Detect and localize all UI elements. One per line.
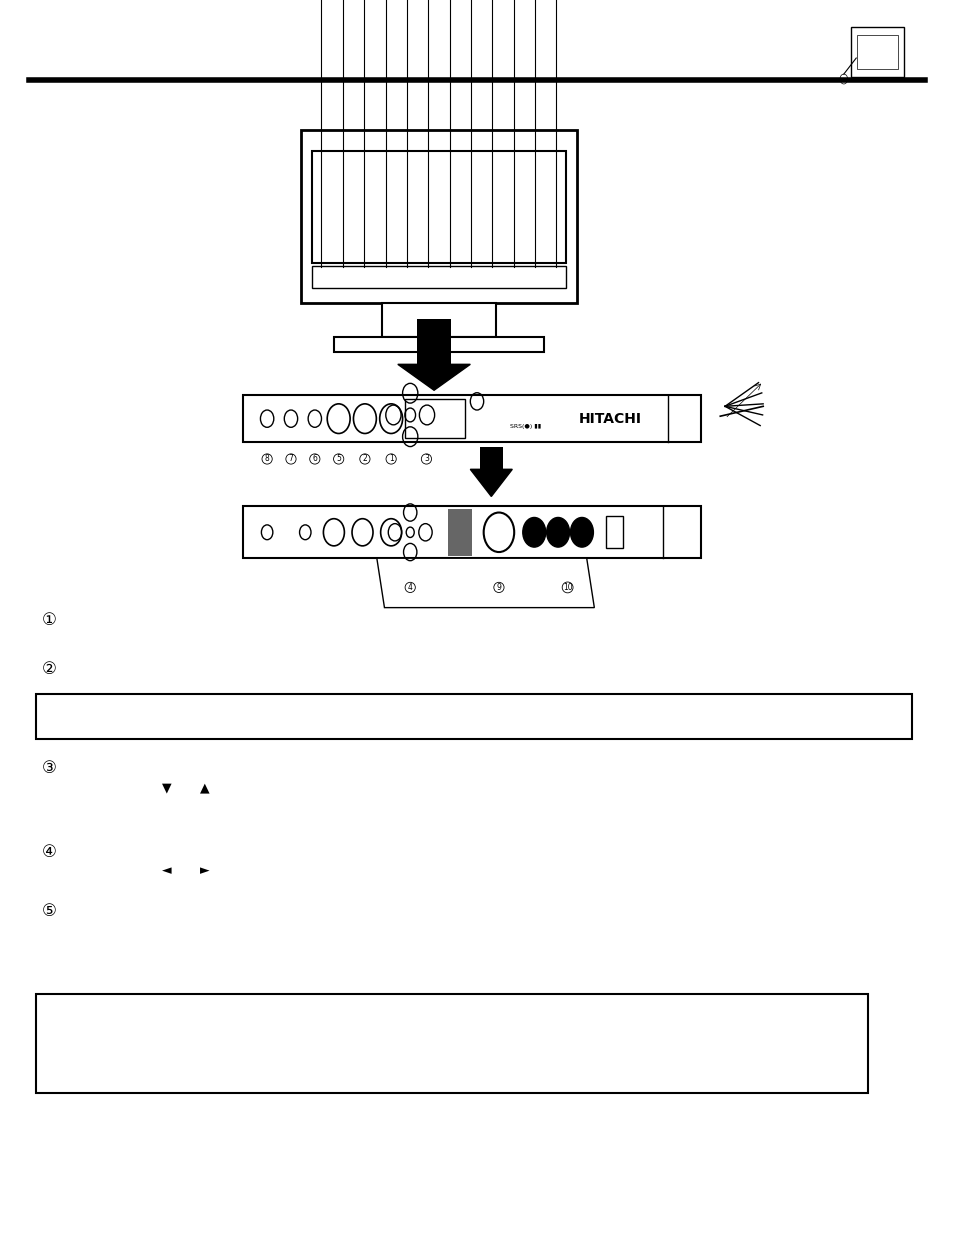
- Bar: [334, 337, 543, 352]
- Bar: [416, 319, 451, 364]
- Bar: [448, 509, 472, 556]
- Text: ◄: ◄: [162, 864, 172, 877]
- Bar: [36, 994, 867, 1093]
- Bar: [312, 266, 565, 288]
- Bar: [243, 506, 700, 558]
- Text: ①: ①: [42, 611, 57, 629]
- Polygon shape: [397, 364, 470, 390]
- Circle shape: [522, 517, 545, 547]
- Circle shape: [570, 517, 593, 547]
- Text: 7: 7: [288, 454, 294, 463]
- Text: 2: 2: [362, 454, 367, 463]
- Text: 3: 3: [423, 454, 429, 463]
- Text: 9: 9: [496, 583, 501, 592]
- Circle shape: [546, 517, 569, 547]
- Polygon shape: [470, 469, 512, 496]
- Text: HITACHI: HITACHI: [578, 411, 641, 426]
- Bar: [850, 27, 903, 77]
- Bar: [243, 395, 700, 442]
- Bar: [36, 694, 911, 739]
- Text: 8: 8: [265, 454, 269, 463]
- Text: SRS(●) ▮▮: SRS(●) ▮▮: [510, 424, 541, 429]
- Bar: [381, 303, 496, 337]
- Text: 4: 4: [407, 583, 413, 592]
- Polygon shape: [376, 558, 594, 608]
- Text: 10: 10: [562, 583, 572, 592]
- Text: 6: 6: [312, 454, 317, 463]
- Bar: [857, 35, 898, 69]
- Text: ③: ③: [42, 760, 57, 777]
- Text: ▲: ▲: [200, 782, 210, 794]
- Bar: [605, 516, 622, 548]
- Text: 1: 1: [389, 454, 393, 463]
- Bar: [479, 447, 502, 469]
- Text: ▼: ▼: [162, 782, 172, 794]
- Text: ►: ►: [200, 864, 210, 877]
- Bar: [300, 130, 577, 303]
- Text: ⑤: ⑤: [42, 903, 57, 920]
- Text: 5: 5: [335, 454, 341, 463]
- Text: ②: ②: [42, 661, 57, 678]
- Bar: [312, 151, 565, 263]
- Text: ④: ④: [42, 844, 57, 861]
- Bar: [405, 399, 464, 438]
